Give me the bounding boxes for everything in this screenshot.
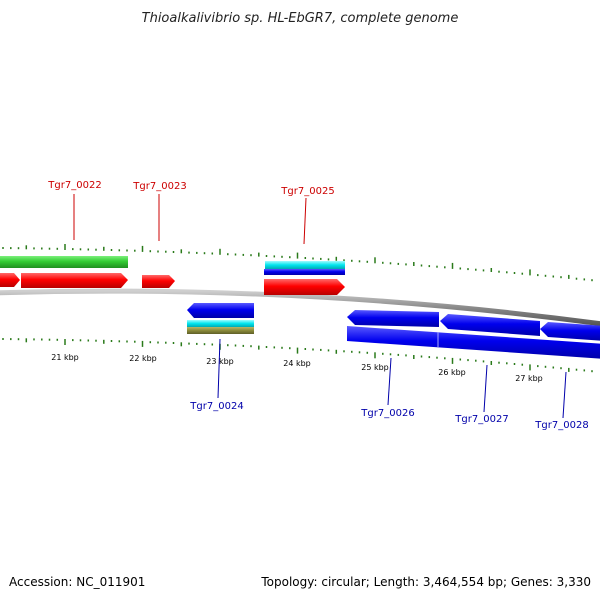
gene-label[interactable]: Tgr7_0025 [280,186,334,197]
kbp-label: 27 kbp [515,374,543,383]
cyan-feature[interactable] [187,320,254,327]
genome-backbone [0,288,600,327]
forward-gene-arrow[interactable] [142,275,175,288]
callout-line [303,197,307,245]
forward-strand-features [0,256,345,295]
cyan-feature[interactable] [265,261,345,269]
gene-label[interactable]: Tgr7_0024 [189,401,243,412]
callout-line [217,338,221,399]
gene-label[interactable]: Tgr7_0022 [47,180,101,191]
kbp-label: 21 kbp [51,353,79,362]
kbp-scale: 21 kbp 22 kbp 23 kbp 24 kbp 25 kbp 26 kb… [51,353,543,383]
kbp-label: 24 kbp [283,359,311,368]
callout-line [562,371,567,419]
map-title: Thioalkalivibrio sp. HL-EbGR7, complete … [142,11,459,26]
kbp-label: 25 kbp [361,363,389,372]
forward-gene-labels: Tgr7_0022 Tgr7_0023 Tgr7_0025 [47,180,335,245]
kbp-label: 26 kbp [438,368,466,377]
reverse-tick-ring [2,338,593,373]
callout-line [483,364,488,413]
reverse-gene-bar[interactable] [347,326,600,359]
kbp-label: 23 kbp [206,357,234,366]
gene-label[interactable]: Tgr7_0023 [132,181,186,192]
reverse-gene-arrow[interactable] [440,314,540,336]
genome-summary-text: Topology: circular; Length: 3,464,554 bp… [260,575,591,589]
forward-gene-arrow[interactable] [264,279,345,295]
forward-gene-arrow[interactable] [0,273,20,287]
reverse-gene-labels: Tgr7_0024 Tgr7_0026 Tgr7_0027 Tgr7_0028 [189,338,589,431]
reverse-gene-arrow[interactable] [540,322,600,341]
gene-label[interactable]: Tgr7_0028 [534,420,588,431]
reverse-strand-features [187,303,600,359]
accession-text: Accession: NC_011901 [9,575,145,589]
reverse-gene-arrow[interactable] [187,303,254,318]
forward-gene-arrow[interactable] [21,273,128,288]
reverse-gene-arrow[interactable] [347,310,439,327]
kbp-label: 22 kbp [129,354,157,363]
gene-label[interactable]: Tgr7_0026 [360,408,414,419]
blue-feature[interactable] [264,269,345,275]
green-feature[interactable] [0,256,128,268]
forward-tick-ring [2,244,593,282]
callout-line [387,357,392,406]
gene-label[interactable]: Tgr7_0027 [454,414,508,425]
olive-feature[interactable] [187,327,254,334]
